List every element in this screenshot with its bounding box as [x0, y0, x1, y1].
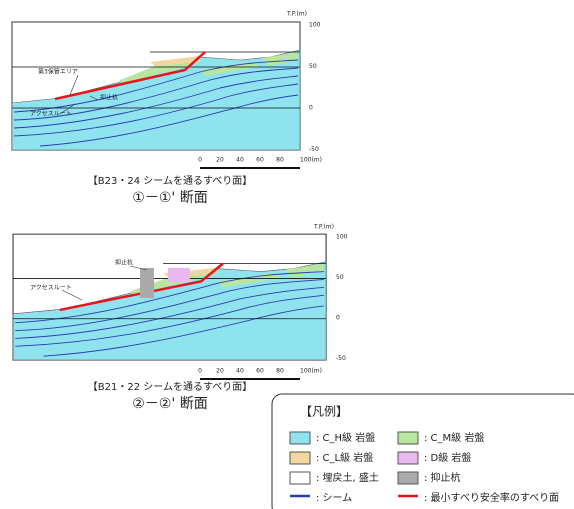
- scale-tick: 40: [236, 157, 244, 164]
- seam: [13, 59, 299, 113]
- elevation-tick: 100: [309, 22, 321, 29]
- section-label: 抑止杭: [100, 94, 118, 102]
- scale-tick: 0: [198, 368, 202, 375]
- section-caption: 【B21・22 シームを通るすべり面】: [88, 381, 253, 393]
- scale-tick: 20: [216, 157, 224, 164]
- scale-tick: 0: [198, 157, 202, 164]
- elevation-label: T.P.(m): [313, 224, 334, 231]
- pile: [140, 268, 154, 298]
- rock-cm: [262, 52, 298, 66]
- legend: 【凡例】 : C_H級 岩盤 : C_M級 岩盤 : C_L級 岩盤 : D級 岩盤 : …: [271, 393, 574, 509]
- legend-title: 【凡例】: [300, 405, 348, 419]
- cross-section: [11, 21, 301, 151]
- section-label: 抑止杭: [115, 259, 133, 267]
- seam: [39, 94, 299, 147]
- swatch: [397, 451, 419, 465]
- section-label: アクセスルート: [30, 111, 72, 118]
- elevation-tick: 50: [336, 274, 344, 281]
- seams: [13, 59, 299, 147]
- legend-item: : 埋戻土, 盛土: [316, 471, 379, 484]
- elevation-label: T.P.(m): [286, 11, 307, 18]
- cross-section: [12, 233, 327, 361]
- section-title: ②－②' 断面: [132, 396, 207, 412]
- elevation-tick: 0: [336, 315, 340, 322]
- scale-tick: 100(m): [300, 157, 322, 164]
- seam: [15, 286, 324, 339]
- scale-tick: 40: [236, 368, 244, 375]
- swatch: [289, 471, 311, 485]
- seam: [13, 75, 299, 129]
- leader: [129, 265, 148, 271]
- rock-d: [168, 268, 190, 282]
- swatch: [397, 471, 419, 485]
- seam: [15, 278, 324, 332]
- elevation-tick: -50: [336, 355, 346, 362]
- elevation-tick: -50: [309, 146, 319, 153]
- legend-item: : C_L級 岩盤: [316, 451, 373, 464]
- section-label: 第3保管エリア: [38, 68, 78, 76]
- seams: [15, 271, 325, 357]
- section-caption: 【B23・24 シームを通るすべり面】: [88, 175, 253, 187]
- leader: [89, 95, 99, 101]
- seam: [15, 271, 324, 324]
- scale-tick: 60: [256, 368, 264, 375]
- leader: [61, 289, 83, 301]
- elevation-tick: 0: [309, 105, 313, 112]
- rock-ch: [12, 261, 327, 361]
- rock-ch: [11, 49, 301, 151]
- legend-item: : 最小すべり安全率のすべり面: [424, 491, 559, 504]
- leader: [69, 74, 79, 96]
- elevation-tick: 100: [336, 234, 348, 241]
- scale-tick: 20: [216, 368, 224, 375]
- legend-frame: [271, 393, 574, 509]
- rock-cm: [217, 273, 283, 288]
- seam: [15, 294, 325, 347]
- section-title: ①－①' 断面: [132, 190, 207, 206]
- seam: [13, 67, 299, 121]
- scale-tick: 60: [256, 157, 264, 164]
- swatch: [289, 451, 311, 465]
- seam: [43, 305, 324, 357]
- swatch: [289, 431, 311, 445]
- swatch: [397, 431, 419, 445]
- rock-cm: [200, 62, 260, 76]
- slip-surface: [59, 262, 224, 312]
- scale-tick: 80: [276, 368, 284, 375]
- legend-item: : D級 岩盤: [424, 451, 471, 464]
- legend-item: : 抑止杭: [424, 471, 461, 484]
- scale-tick: 80: [276, 157, 284, 164]
- elevation-tick: 50: [309, 63, 317, 70]
- scale-tick: 100(m): [300, 368, 322, 375]
- slip-surface: [54, 51, 206, 101]
- leader: [59, 103, 76, 115]
- legend-item: : C_M級 岩盤: [424, 431, 484, 444]
- section-label: アクセスルート: [30, 285, 72, 292]
- legend-item: : シーム: [316, 492, 352, 504]
- legend-item: : C_H級 岩盤: [316, 431, 375, 444]
- seam: [13, 83, 299, 137]
- rock-cm: [284, 263, 324, 278]
- rock-cl: [150, 56, 200, 66]
